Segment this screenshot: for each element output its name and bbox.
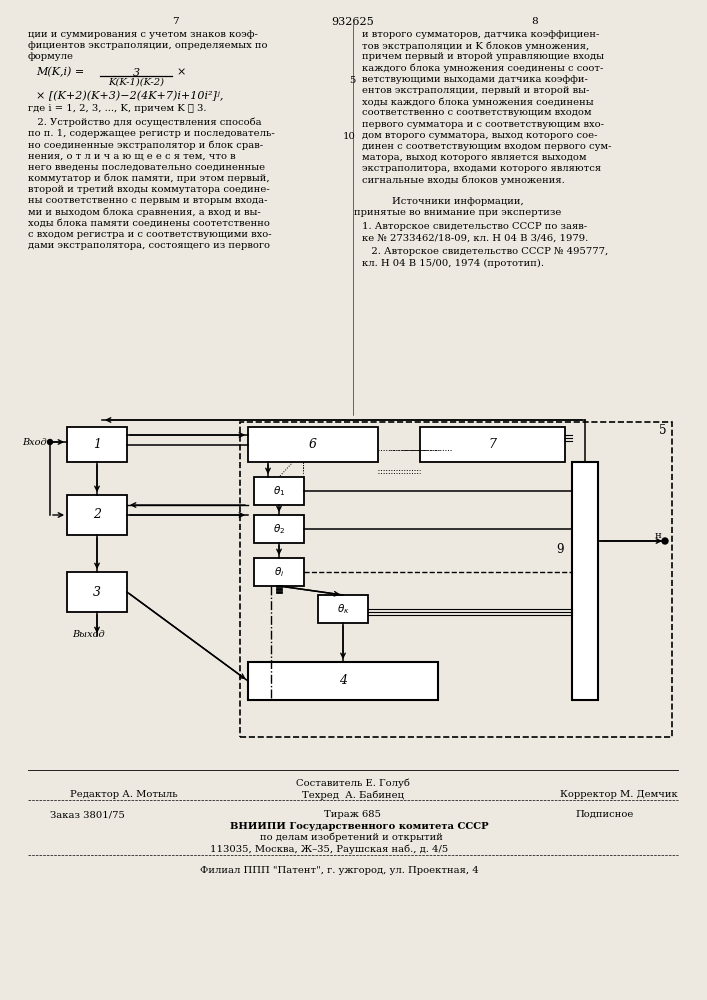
Text: 10: 10	[343, 132, 356, 141]
Text: 5: 5	[658, 424, 666, 437]
Text: матора, выход которого является выходом: матора, выход которого является выходом	[362, 153, 587, 162]
Text: $\theta_i$: $\theta_i$	[274, 565, 284, 579]
Text: Подписное: Подписное	[575, 810, 633, 819]
Text: сигнальные входы блоков умножения.: сигнальные входы блоков умножения.	[362, 176, 565, 185]
Text: ×: ×	[176, 68, 185, 78]
Text: ны соответственно с первым и вторым входа-: ны соответственно с первым и вторым вход…	[28, 196, 267, 205]
Text: но соединенные экстраполятор и блок срав-: но соединенные экстраполятор и блок срав…	[28, 140, 263, 149]
Text: 7: 7	[172, 17, 178, 26]
Text: Вход: Вход	[22, 438, 47, 447]
Bar	[67, 427, 127, 462]
Bar	[254, 558, 304, 586]
Text: 2. Авторское свидетельство СССР № 495777,: 2. Авторское свидетельство СССР № 495777…	[362, 247, 608, 256]
Text: 6: 6	[309, 438, 317, 451]
Text: формуле: формуле	[28, 52, 74, 61]
Circle shape	[662, 538, 668, 544]
Text: с входом регистра и с соответствующими вхо-: с входом регистра и с соответствующими в…	[28, 230, 271, 239]
Text: 2: 2	[93, 508, 101, 522]
Text: Корректор М. Демчик: Корректор М. Демчик	[560, 790, 678, 799]
Text: 3: 3	[93, 585, 101, 598]
Text: 8: 8	[532, 17, 538, 26]
Text: 5: 5	[350, 76, 356, 85]
Bar	[248, 662, 438, 700]
Text: Редактор А. Мотыль: Редактор А. Мотыль	[70, 790, 177, 799]
Text: Источники информации,: Источники информации,	[392, 197, 524, 206]
Bar	[67, 572, 127, 612]
Text: дом второго сумматора, выход которого сое-: дом второго сумматора, выход которого со…	[362, 131, 597, 140]
Text: $\theta_\kappa$: $\theta_\kappa$	[337, 602, 349, 616]
Text: динен с соответствующим входом первого сум-: динен с соответствующим входом первого с…	[362, 142, 612, 151]
Text: Заказ 3801/75: Заказ 3801/75	[50, 810, 125, 819]
Text: ходы блока памяти соединены соотетственно: ходы блока памяти соединены соотетственн…	[28, 218, 270, 227]
Text: н: н	[655, 531, 662, 540]
Text: принятые во внимание при экспертизе: принятые во внимание при экспертизе	[354, 208, 561, 217]
Text: 113035, Москва, Ж–35, Раушская наб., д. 4/5: 113035, Москва, Ж–35, Раушская наб., д. …	[210, 844, 448, 854]
Bar	[240, 422, 672, 737]
Text: соответственно с соответствующим входом: соответственно с соответствующим входом	[362, 108, 592, 117]
Text: ми и выходом блока сравнения, а вход и вы-: ми и выходом блока сравнения, а вход и в…	[28, 207, 261, 217]
Bar	[248, 427, 378, 462]
Text: коммутатор и блок памяти, при этом первый,: коммутатор и блок памяти, при этом первы…	[28, 174, 269, 183]
Text: 1. Авторское свидетельство СССР по заяв-: 1. Авторское свидетельство СССР по заяв-	[362, 222, 587, 231]
Bar	[420, 427, 565, 462]
Text: дами экстраполятора, состоящего из первого: дами экстраполятора, состоящего из перво…	[28, 241, 270, 250]
Text: нения, о т л и ч а ю щ е е с я тем, что в: нения, о т л и ч а ю щ е е с я тем, что …	[28, 151, 235, 160]
Text: $\theta_2$: $\theta_2$	[273, 522, 285, 536]
Text: Тираж 685: Тираж 685	[325, 810, 382, 819]
Text: ветствующими выходами датчика коэффи-: ветствующими выходами датчика коэффи-	[362, 75, 588, 84]
Bar	[254, 477, 304, 505]
Text: где i = 1, 2, 3, ..., K, причем K ⩾ 3.: где i = 1, 2, 3, ..., K, причем K ⩾ 3.	[28, 104, 206, 113]
Text: по делам изобретений и открытий: по делам изобретений и открытий	[260, 833, 443, 842]
Text: по п. 1, содержащее регистр и последователь-: по п. 1, содержащее регистр и последоват…	[28, 129, 275, 138]
Text: 2. Устройство для осуществления способа: 2. Устройство для осуществления способа	[28, 118, 262, 127]
Text: ходы каждого блока умножения соединены: ходы каждого блока умножения соединены	[362, 97, 594, 107]
Bar	[572, 462, 598, 700]
Text: каждого блока умножения соединены с соот-: каждого блока умножения соединены с соот…	[362, 64, 603, 73]
Bar	[67, 495, 127, 535]
Text: 1: 1	[93, 438, 101, 451]
Text: 7: 7	[489, 438, 496, 451]
Text: K(K-1)(K-2): K(K-1)(K-2)	[108, 78, 164, 87]
Text: экстраполитора, входами которого являются: экстраполитора, входами которого являютс…	[362, 164, 601, 173]
Text: $\theta_1$: $\theta_1$	[273, 484, 285, 498]
Text: кл. Н 04 В 15/00, 1974 (прототип).: кл. Н 04 В 15/00, 1974 (прототип).	[362, 258, 544, 268]
Text: 4: 4	[339, 674, 347, 688]
Text: ке № 2733462/18-09, кл. Н 04 В 3/46, 1979.: ке № 2733462/18-09, кл. Н 04 В 3/46, 197…	[362, 233, 588, 242]
Text: 932625: 932625	[332, 17, 375, 27]
Text: Техред  А. Бабинец: Техред А. Бабинец	[302, 790, 404, 800]
Text: Филиал ППП "Патент", г. ужгород, ул. Проектная, 4: Филиал ППП "Патент", г. ужгород, ул. Про…	[200, 866, 479, 875]
Text: и второго сумматоров, датчика коэффициен-: и второго сумматоров, датчика коэффициен…	[362, 30, 600, 39]
Text: ции и суммирования с учетом знаков коэф-: ции и суммирования с учетом знаков коэф-	[28, 30, 258, 39]
Text: 3: 3	[132, 68, 139, 78]
Text: него введены последовательно соединенные: него введены последовательно соединенные	[28, 162, 265, 171]
Text: причем первый и второй управляющие входы: причем первый и второй управляющие входы	[362, 52, 604, 61]
Circle shape	[47, 440, 52, 444]
Text: × [(K+2)(K+3)−2(4K+7)i+10i²]ʲ,: × [(K+2)(K+3)−2(4K+7)i+10i²]ʲ,	[36, 91, 223, 101]
Bar	[254, 515, 304, 543]
Text: тов экстраполяции и K блоков умножения,: тов экстраполяции и K блоков умножения,	[362, 41, 589, 51]
Text: M(K,i) =: M(K,i) =	[36, 67, 84, 77]
Text: ентов экстраполяции, первый и второй вы-: ентов экстраполяции, первый и второй вы-	[362, 86, 590, 95]
Text: второй и третий входы коммутатора соедине-: второй и третий входы коммутатора соедин…	[28, 185, 270, 194]
Text: 9: 9	[556, 543, 563, 556]
Text: Выход: Выход	[72, 630, 105, 639]
Text: Составитель Е. Голуб: Составитель Е. Голуб	[296, 778, 410, 788]
Text: ВНИИПИ Государственного комитета СССР: ВНИИПИ Государственного комитета СССР	[230, 822, 489, 831]
Text: фициентов экстраполяции, определяемых по: фициентов экстраполяции, определяемых по	[28, 41, 267, 50]
Bar	[318, 595, 368, 623]
Text: первого сумматора и с соответствующим вхо-: первого сумматора и с соответствующим вх…	[362, 120, 604, 129]
